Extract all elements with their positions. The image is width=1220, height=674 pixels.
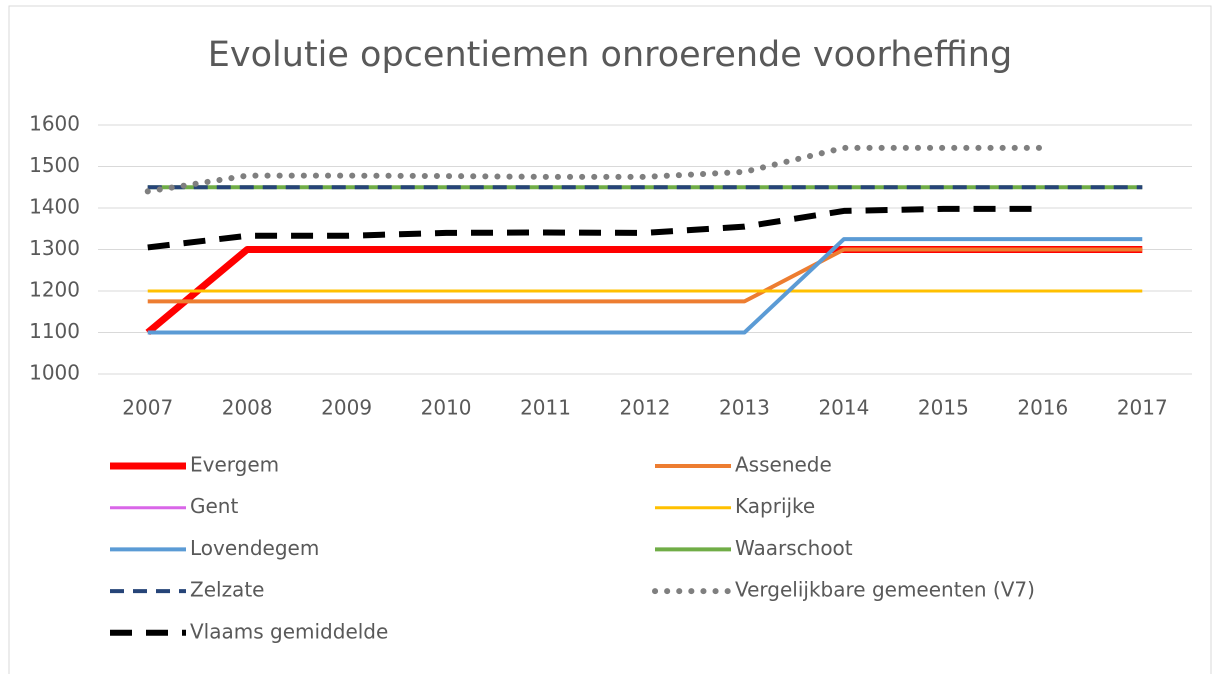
x-tick-label: 2009 <box>321 396 372 420</box>
y-tick-label: 1400 <box>29 195 80 219</box>
legend-label: Vergelijkbare gemeenten (V7) <box>735 578 1035 602</box>
chart-frame <box>8 5 1212 674</box>
x-tick-label: 2011 <box>520 396 571 420</box>
legend-label: Zelzate <box>190 578 264 602</box>
x-tick-label: 2016 <box>1017 396 1068 420</box>
x-tick-label: 2013 <box>719 396 770 420</box>
y-tick-label: 1300 <box>29 236 80 260</box>
x-tick-label: 2008 <box>222 396 273 420</box>
x-tick-label: 2010 <box>421 396 472 420</box>
chart-title: Evolutie opcentiemen onroerende voorheff… <box>208 35 1012 75</box>
series-line <box>147 247 1143 304</box>
y-tick-label: 1100 <box>29 319 80 343</box>
y-tick-label: 1200 <box>29 278 80 302</box>
series-line <box>144 144 1046 195</box>
y-tick-label: 1600 <box>29 112 80 136</box>
y-tick-label: 1500 <box>29 153 80 177</box>
x-tick-label: 2012 <box>620 396 671 420</box>
legend-label: Gent <box>190 494 238 518</box>
legend-label: Vlaams gemiddelde <box>190 619 388 643</box>
legend-label: Assenede <box>735 453 832 477</box>
x-tick-label: 2014 <box>818 396 869 420</box>
x-tick-label: 2015 <box>918 396 969 420</box>
series-line <box>147 237 1143 335</box>
series-line <box>147 205 1043 251</box>
x-tick-label: 2017 <box>1117 396 1168 420</box>
x-tick-label: 2007 <box>122 396 173 420</box>
legend-label: Kaprijke <box>735 494 815 518</box>
legend-label: Waarschoot <box>735 536 853 560</box>
y-tick-label: 1000 <box>29 361 80 385</box>
legend-label: Evergem <box>190 453 279 477</box>
legend-label: Lovendegem <box>190 536 319 560</box>
